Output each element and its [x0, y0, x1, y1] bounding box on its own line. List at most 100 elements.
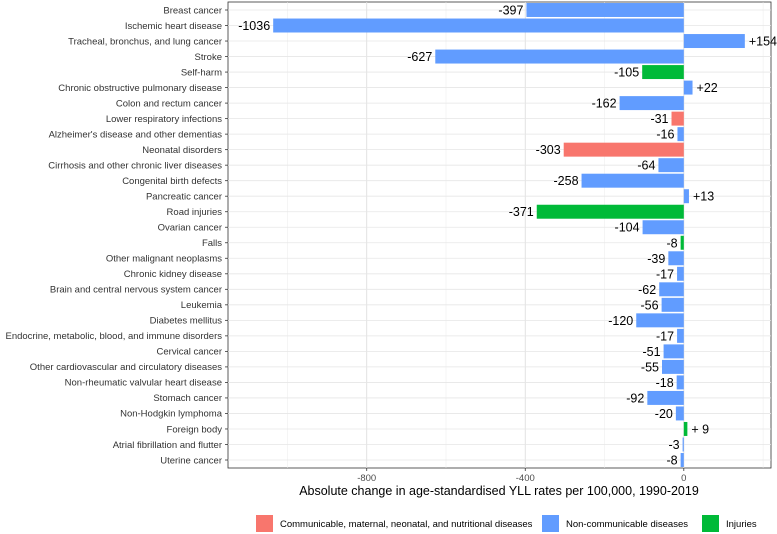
category-label: Non-rheumatic valvular heart disease — [65, 378, 222, 389]
bar — [663, 344, 684, 359]
value-label: -20 — [655, 407, 673, 421]
value-label: -62 — [638, 283, 656, 297]
category-label: Alzheimer's disease and other dementias — [49, 129, 223, 140]
bar — [683, 80, 693, 95]
bar — [683, 189, 689, 204]
value-label: -18 — [656, 376, 674, 390]
value-label: -64 — [637, 159, 655, 173]
bar — [536, 204, 684, 219]
value-label: +154 — [749, 35, 777, 49]
value-label: -104 — [615, 221, 640, 235]
bar — [647, 390, 684, 405]
category-label: Neonatal disorders — [142, 145, 222, 156]
category-label: Stomach cancer — [153, 393, 222, 404]
bar — [642, 220, 684, 235]
category-label: Other malignant neoplasms — [106, 254, 222, 265]
category-label: Road injuries — [167, 207, 223, 218]
x-axis-title: Absolute change in age-standardised YLL … — [299, 484, 699, 498]
category-label: Lower respiratory infections — [106, 114, 222, 125]
bar — [581, 173, 684, 188]
value-label: + 9 — [691, 422, 709, 436]
category-label: Breast cancer — [163, 5, 222, 16]
category-label: Self-harm — [181, 67, 222, 78]
value-label: -55 — [641, 360, 659, 374]
value-label: -17 — [656, 329, 674, 343]
legend-label: Communicable, maternal, neonatal, and nu… — [280, 519, 533, 530]
bar — [683, 421, 688, 436]
plot-panel — [227, 1, 772, 469]
bar — [526, 3, 684, 17]
bar — [435, 49, 684, 64]
category-label: Endocrine, metabolic, blood, and immune … — [5, 331, 222, 342]
category-label: Brain and central nervous system cancer — [50, 285, 222, 296]
bar — [662, 359, 684, 374]
legend-label: Non-communicable diseases — [566, 519, 688, 530]
bar — [659, 282, 684, 297]
bar — [619, 96, 684, 111]
legend-key — [542, 515, 559, 532]
value-label: -397 — [498, 4, 523, 18]
bar — [661, 297, 684, 312]
bar — [676, 375, 684, 390]
value-label: -303 — [536, 143, 561, 157]
value-label: -627 — [407, 50, 432, 64]
category-label: Ovarian cancer — [158, 223, 222, 234]
bar — [675, 406, 684, 421]
value-label: -39 — [647, 252, 665, 266]
category-label: Atrial fibrillation and flutter — [113, 440, 222, 451]
bar — [563, 142, 684, 157]
value-label: -31 — [650, 112, 668, 126]
value-labels: -397 -1036 +154 -627 -105 +22 -162 -31 -16 -303 -6… — [238, 4, 777, 468]
x-axis-ticks: -800 -400 0 — [357, 468, 686, 484]
bar — [671, 111, 684, 126]
category-label: Pancreatic cancer — [146, 192, 222, 203]
category-label: Colon and rectum cancer — [116, 98, 222, 109]
value-label: +13 — [693, 190, 714, 204]
bar — [642, 65, 684, 80]
value-label: -371 — [509, 205, 534, 219]
category-label: Other cardiovascular and circulatory dis… — [30, 362, 222, 373]
category-label: Leukemia — [181, 300, 223, 311]
legend-key — [702, 515, 719, 532]
x-tick-label: -400 — [516, 473, 535, 484]
legend-key — [256, 515, 273, 532]
category-label: Uterine cancer — [160, 455, 222, 466]
bar — [677, 328, 684, 343]
category-label: Diabetes mellitus — [150, 316, 223, 327]
category-label: Chronic obstructive pulmonary disease — [58, 83, 222, 94]
bar — [682, 437, 684, 452]
category-label: Tracheal, bronchus, and lung cancer — [68, 36, 222, 47]
value-label: +22 — [697, 81, 718, 95]
bar — [668, 251, 684, 266]
value-label: -120 — [608, 314, 633, 328]
bar — [677, 127, 684, 142]
value-label: -1036 — [238, 19, 270, 33]
category-label: Congenital birth defects — [122, 176, 222, 187]
category-labels: Breast cancer Ischemic heart disease Trach… — [5, 5, 228, 466]
category-label: Falls — [202, 238, 222, 249]
value-label: -92 — [626, 391, 644, 405]
bar — [680, 235, 684, 250]
x-tick-label: 0 — [681, 473, 686, 484]
bar — [677, 266, 684, 281]
value-label: -16 — [656, 128, 674, 142]
x-tick-label: -800 — [357, 473, 376, 484]
value-label: -258 — [554, 174, 579, 188]
category-label: Chronic kidney disease — [124, 269, 222, 280]
legend: Communicable, maternal, neonatal, and nu… — [256, 515, 757, 532]
legend-label: Injuries — [726, 519, 757, 530]
value-label: -56 — [641, 298, 659, 312]
bars — [273, 3, 745, 467]
value-label: -105 — [614, 66, 639, 80]
category-label: Foreign body — [167, 424, 223, 435]
category-label: Cirrhosis and other chronic liver diseas… — [48, 160, 222, 171]
category-label: Non-Hodgkin lymphoma — [120, 409, 223, 420]
bar — [680, 453, 684, 467]
value-label: -3 — [668, 438, 679, 452]
category-label: Stroke — [195, 52, 222, 63]
value-label: -162 — [592, 97, 617, 111]
category-label: Ischemic heart disease — [125, 21, 222, 32]
value-label: -8 — [667, 454, 678, 468]
value-label: -51 — [643, 345, 661, 359]
